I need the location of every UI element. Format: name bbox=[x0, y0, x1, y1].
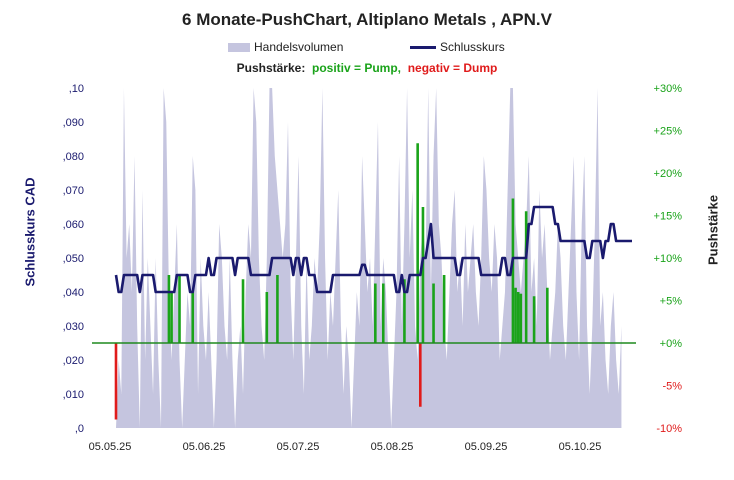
y-left-tick-label: ,060 bbox=[63, 219, 84, 231]
x-tick-label: 05.07.25 bbox=[277, 441, 320, 453]
y-left-tick-label: ,040 bbox=[63, 287, 84, 299]
y-right-tick-label: -5% bbox=[662, 381, 682, 393]
push-bar bbox=[265, 292, 269, 343]
push-bar bbox=[519, 293, 523, 343]
push-bar bbox=[167, 275, 171, 343]
x-tick-label: 05.09.25 bbox=[465, 441, 508, 453]
y-right-tick-label: +0% bbox=[660, 338, 683, 350]
push-legend-label: Pushstärke: bbox=[236, 61, 306, 75]
y-left-tick-label: ,050 bbox=[63, 253, 84, 265]
y-right-tick-label: +20% bbox=[654, 168, 683, 180]
y-axis-right-title: Pushstärke bbox=[705, 194, 721, 266]
y-right-tick-label: +30% bbox=[654, 83, 683, 95]
close-line bbox=[114, 205, 632, 294]
y-right-tick-label: +5% bbox=[660, 296, 683, 308]
y-left-tick-label: ,10 bbox=[69, 83, 84, 95]
push-legend: Pushstärke: positiv = Pump, negativ = Du… bbox=[0, 61, 734, 75]
push-bar bbox=[114, 343, 118, 420]
volume-area bbox=[116, 88, 622, 428]
push-bar bbox=[178, 275, 181, 343]
chart-title: 6 Monate-PushChart, Altiplano Metals , A… bbox=[182, 10, 552, 29]
push-bar bbox=[516, 292, 520, 343]
y-right-tick-label: +15% bbox=[654, 211, 683, 223]
y-axis-left: ,0 ,010 ,020 ,030 ,040 ,050 ,060 ,070 ,080 ,090 ,1… bbox=[63, 83, 84, 435]
close-line-group bbox=[114, 205, 632, 294]
push-legend-positive: positiv = Pump, bbox=[312, 61, 402, 75]
push-legend-negative: negativ = Dump bbox=[407, 61, 498, 75]
y-left-tick-label: ,020 bbox=[63, 355, 84, 367]
y-axis-right: -10% -5% +0% +5% +10% +15% +20% +25% +30% bbox=[654, 83, 683, 435]
legend-label-close: Schlusskurs bbox=[440, 40, 505, 54]
push-bar bbox=[276, 275, 279, 343]
push-bar bbox=[524, 211, 528, 343]
x-tick-label: 05.05.25 bbox=[89, 441, 132, 453]
y-left-tick-label: ,090 bbox=[63, 117, 84, 129]
y-axis-left-title: Schlusskurs CAD bbox=[22, 177, 38, 287]
push-bar bbox=[416, 143, 419, 343]
legend: Handelsvolumen Schlusskurs bbox=[0, 40, 734, 54]
legend-item-volume: Handelsvolumen bbox=[228, 40, 343, 54]
x-axis: 05.05.25 05.06.25 05.07.25 05.08.25 05.09.25… bbox=[89, 441, 602, 453]
push-bar bbox=[374, 283, 377, 343]
push-bar bbox=[546, 287, 549, 343]
push-bar bbox=[381, 283, 385, 343]
push-bar bbox=[170, 292, 173, 343]
y-left-tick-label: ,010 bbox=[63, 389, 84, 401]
push-bar bbox=[403, 279, 406, 343]
legend-item-close: Schlusskurs bbox=[410, 40, 505, 54]
push-bar bbox=[241, 279, 245, 343]
push-bars-group bbox=[114, 143, 549, 420]
x-tick-label: 05.06.25 bbox=[183, 441, 226, 453]
push-bar bbox=[432, 283, 435, 343]
y-right-tick-label: +10% bbox=[654, 253, 683, 265]
y-left-tick-label: ,0 bbox=[75, 423, 84, 435]
y-left-tick-label: ,080 bbox=[63, 151, 84, 163]
push-bar bbox=[421, 207, 425, 343]
y-left-tick-label: ,030 bbox=[63, 321, 84, 333]
legend-label-volume: Handelsvolumen bbox=[254, 40, 344, 54]
y-left-tick-label: ,070 bbox=[63, 185, 84, 197]
y-right-tick-label: +25% bbox=[654, 126, 683, 138]
push-bar bbox=[532, 296, 536, 343]
x-tick-label: 05.10.25 bbox=[559, 441, 602, 453]
x-tick-label: 05.08.25 bbox=[371, 441, 414, 453]
legend-swatch-volume bbox=[228, 42, 250, 52]
legend-swatch-close bbox=[410, 45, 436, 49]
y-right-tick-label: -10% bbox=[656, 423, 682, 435]
push-bar bbox=[419, 343, 422, 407]
push-bar bbox=[514, 287, 517, 343]
push-bar bbox=[511, 198, 515, 343]
volume-area-group bbox=[116, 88, 622, 428]
push-bar bbox=[442, 275, 446, 343]
push-bar bbox=[191, 292, 195, 343]
